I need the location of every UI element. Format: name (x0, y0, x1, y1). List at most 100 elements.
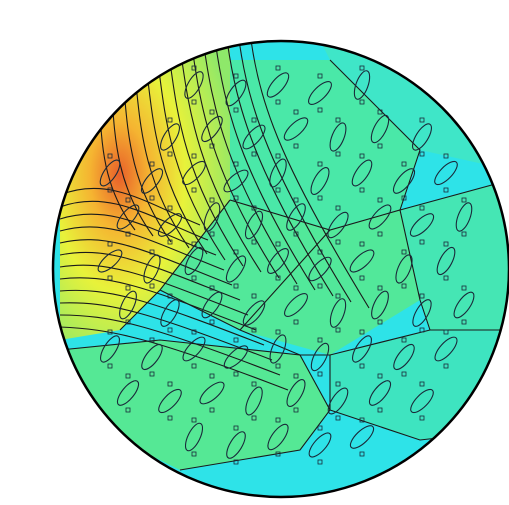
cell (116, 380, 140, 406)
node (191, 187, 197, 193)
cell (329, 122, 347, 152)
node (275, 99, 281, 105)
cell (353, 70, 371, 100)
node (251, 415, 257, 421)
contour-line (178, 41, 262, 273)
node (167, 415, 173, 421)
contour-line (59, 200, 209, 241)
cell (434, 336, 458, 362)
contour-line (202, 41, 298, 285)
node (251, 293, 257, 299)
node (191, 65, 197, 71)
node (251, 327, 257, 333)
node (167, 327, 173, 333)
node (293, 197, 299, 203)
cell (349, 425, 375, 449)
cell (160, 123, 180, 151)
node (461, 285, 467, 291)
contour-line (226, 41, 334, 297)
cell (434, 160, 458, 186)
node (317, 459, 323, 465)
node (335, 415, 341, 421)
cell (223, 345, 249, 369)
node (359, 417, 365, 423)
cell (286, 203, 306, 231)
cell (412, 123, 432, 151)
node (233, 107, 239, 113)
node (125, 197, 131, 203)
cell (310, 167, 330, 195)
node (335, 117, 341, 123)
contour-line (59, 326, 289, 391)
cell (284, 293, 308, 317)
cell (160, 299, 180, 327)
cell (310, 342, 330, 372)
node (419, 117, 425, 123)
cell (226, 431, 246, 459)
node (209, 319, 215, 325)
cell-boundary (239, 229, 331, 331)
node (317, 161, 323, 167)
node (293, 407, 299, 413)
node (275, 329, 281, 335)
node (317, 249, 323, 255)
node (191, 241, 197, 247)
contour-line (59, 187, 201, 226)
contour-line (238, 41, 352, 303)
node (251, 205, 257, 211)
contour-line (59, 289, 265, 346)
node (191, 329, 197, 335)
cell (99, 159, 121, 187)
node (233, 459, 239, 465)
node (251, 381, 257, 387)
node (419, 327, 425, 333)
node (317, 195, 323, 201)
contour-line (59, 239, 233, 286)
cell (244, 210, 264, 240)
node (107, 241, 113, 247)
cell (225, 79, 247, 107)
node (359, 329, 365, 335)
node (443, 153, 449, 159)
node (191, 363, 197, 369)
node (251, 117, 257, 123)
cell (119, 290, 137, 320)
node (377, 407, 383, 413)
node (401, 371, 407, 377)
field-region (160, 200, 420, 355)
node (167, 239, 173, 245)
cell (412, 299, 432, 327)
cell (370, 114, 390, 144)
node (107, 329, 113, 335)
node (149, 161, 155, 167)
cell (371, 290, 389, 320)
cell (223, 169, 249, 193)
node (191, 451, 197, 457)
cell (352, 335, 372, 363)
node (125, 407, 131, 413)
cell (143, 254, 161, 284)
node (419, 293, 425, 299)
cell (266, 72, 290, 98)
cell (349, 249, 375, 273)
cell (455, 202, 473, 232)
cell (184, 246, 204, 276)
node (335, 151, 341, 157)
node (107, 363, 113, 369)
cells (97, 65, 475, 465)
cell (286, 379, 306, 407)
cell (199, 381, 225, 405)
node (233, 283, 239, 289)
node (335, 293, 341, 299)
node (377, 197, 383, 203)
cell (267, 423, 289, 451)
node (335, 381, 341, 387)
cell (327, 211, 349, 239)
node (377, 231, 383, 237)
cell (203, 202, 221, 232)
cell (453, 291, 475, 319)
cell (368, 204, 392, 230)
contour-line (59, 314, 281, 376)
